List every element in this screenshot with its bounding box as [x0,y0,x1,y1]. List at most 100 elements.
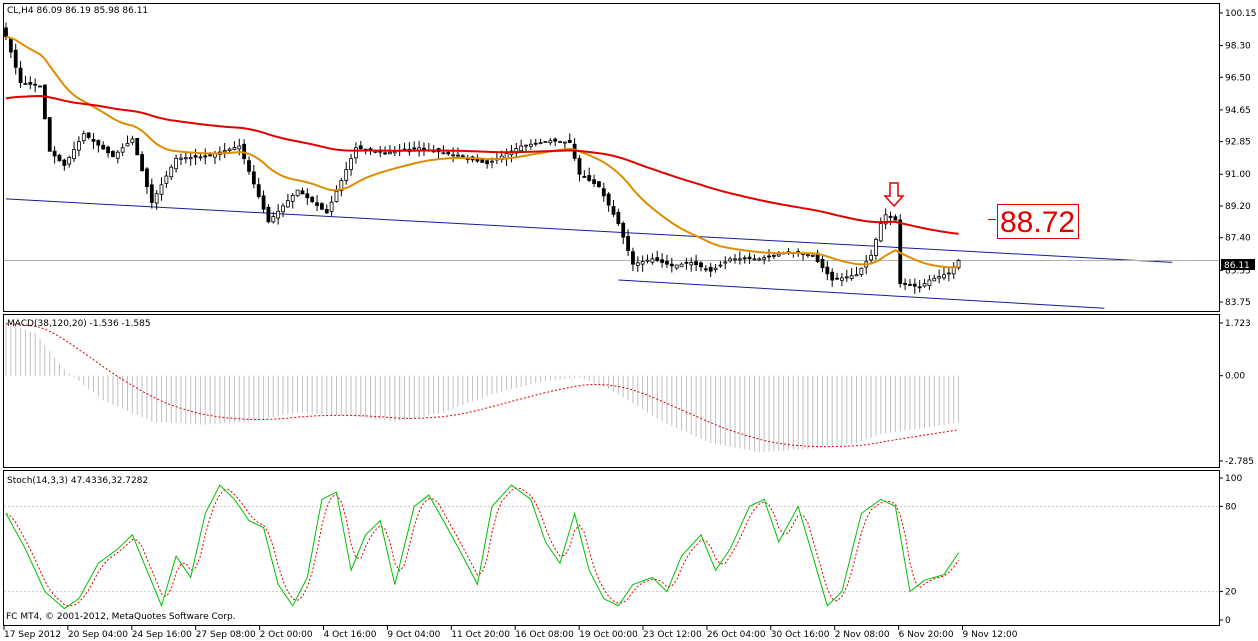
candle [840,272,844,287]
candle-body [276,210,281,219]
price-y-tick-label: 96.50 [1225,73,1251,83]
candle [174,154,179,173]
candle [101,141,106,150]
x-tick-label: 4 Oct 16:00 [324,630,377,640]
price-y-tick-label: 91.00 [1225,170,1251,180]
candle-body [553,138,558,142]
candle-body [888,215,893,218]
moving-average-110 [5,94,959,235]
stoch-layer [4,484,1219,610]
candle-body [854,274,859,277]
candle [232,141,237,151]
candle-body [645,259,650,262]
candle-body [179,157,183,160]
candle [179,153,183,165]
price-y-tick-label: 100.15 [1225,9,1257,19]
candle [130,135,135,146]
candle-body [878,223,883,242]
candle [626,229,630,257]
candle [485,159,490,169]
candle [810,254,815,258]
macd-signal-line [5,323,959,448]
candle [703,265,708,273]
candle [149,178,154,209]
trendline-1 [5,198,1173,263]
candle [908,278,912,286]
candle-body [91,139,96,142]
candle-body [937,276,942,279]
x-tick-label: 2 Nov 08:00 [835,630,890,640]
candle-body [519,145,524,152]
candle-body [830,271,835,281]
candle-body [820,258,825,269]
candle-body [451,154,456,157]
candle-body [621,222,626,238]
candle [135,137,140,156]
macd-layer [5,323,960,453]
candle [193,148,198,166]
candle-body [106,146,110,154]
candle [689,257,694,272]
candle [300,187,305,195]
candle-body [295,189,300,197]
candle-body [256,184,261,197]
candle-body [694,261,699,266]
candle-body [67,157,72,165]
candle-body [684,261,689,264]
candle-body [669,263,674,267]
candle [96,139,101,153]
candle-body [339,180,344,192]
candle [723,256,728,270]
candle [582,170,587,178]
x-tick-label: 19 Oct 00:00 [579,630,638,640]
candle-body [883,214,888,225]
candle-body [582,176,587,178]
candle-body [42,84,47,120]
candle-body [232,147,237,150]
candle [849,268,854,281]
candle [261,190,266,213]
candle-body [874,239,878,256]
candle [946,267,951,282]
price-y-tick-label: 94.65 [1225,106,1251,116]
candle-body [767,255,771,258]
candle-body [392,151,397,154]
candle-body [956,260,961,269]
candle-body [558,141,562,144]
candle [538,138,543,145]
candle-body [611,206,616,215]
candle [528,139,533,150]
candle [305,188,310,205]
candle-body [188,157,193,160]
candle-body [28,82,33,85]
candle-body [77,141,81,151]
candle [869,249,873,265]
candle-body [635,262,640,266]
candle [47,116,52,152]
candle-body [115,151,120,159]
candle [33,78,38,93]
candle-body [733,258,737,261]
candle-body [548,140,553,144]
candle [752,254,757,261]
candle-body [490,160,494,163]
candle [543,141,548,144]
candle [519,139,524,153]
candle [762,255,767,265]
candle [844,269,849,282]
candle [281,203,285,218]
candle-body [149,184,154,203]
current-price-label: 86.11 [1224,261,1250,271]
candle [587,167,592,183]
x-tick-label: 17 Sep 2012 [4,630,61,640]
x-tick-label: 24 Sep 16:00 [132,630,192,640]
candle-body [703,268,708,271]
candle [354,142,358,164]
candle [859,267,864,277]
candle [111,150,115,158]
stoch-y-tick-label: 100 [1225,474,1242,484]
axis-layer: 100.15 98.30 96.50 94.65 92.85 91.00 89.20 87.4… [3,9,1257,640]
candle [699,261,703,272]
candle [271,211,276,224]
